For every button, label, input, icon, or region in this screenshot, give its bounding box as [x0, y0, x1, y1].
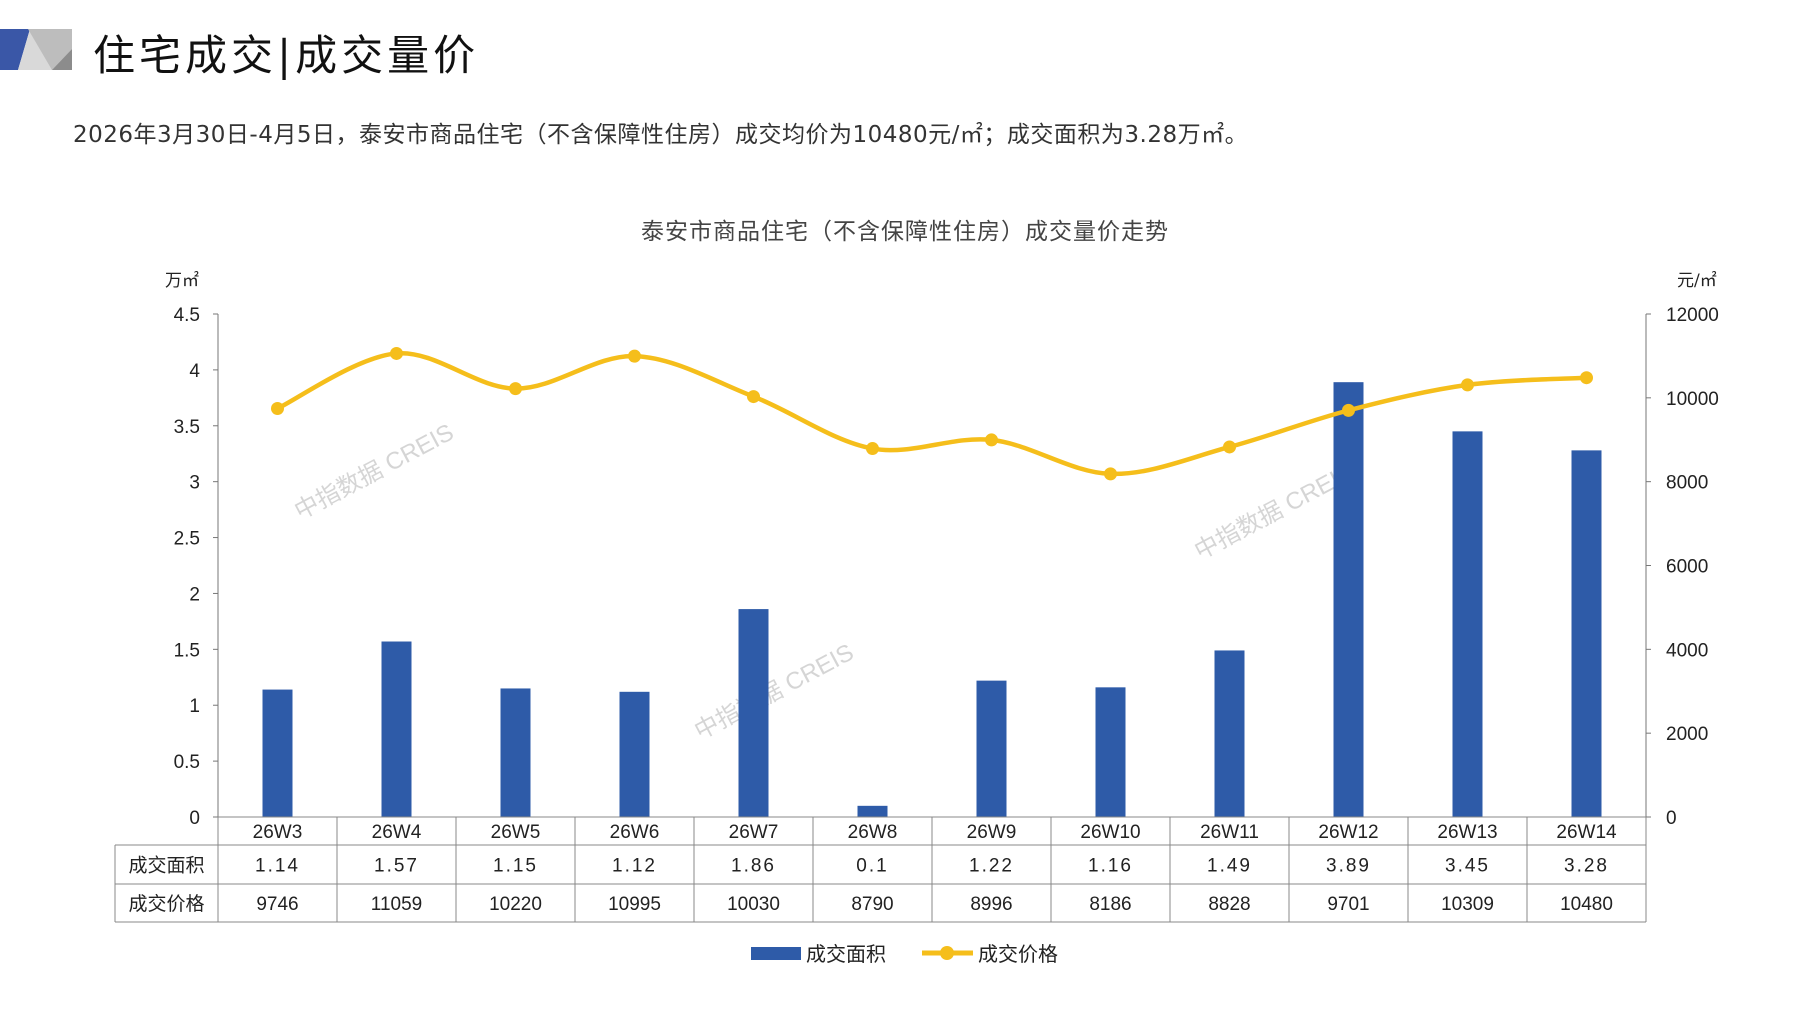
price-point-26W5: [509, 382, 522, 396]
legend-line-marker: [940, 946, 954, 960]
bar-26W4: [381, 641, 412, 817]
category-label: 26W10: [1080, 822, 1140, 843]
watermark: 中指数据 CREIS: [690, 639, 858, 745]
legend-bar-swatch: [751, 947, 801, 960]
category-label: 26W3: [253, 822, 303, 843]
price-point-26W10: [1104, 467, 1117, 481]
area-value: 1.22: [969, 856, 1014, 877]
legend-price-label: 成交价格: [978, 942, 1058, 966]
left-tick-label: 3: [189, 473, 200, 494]
right-tick-label: 4000: [1666, 640, 1708, 661]
bar-26W5: [500, 688, 531, 817]
page-title: 住宅成交|成交量价: [93, 31, 480, 80]
area-value: 1.16: [1088, 856, 1133, 877]
area-value: 0.1: [856, 856, 888, 877]
price-point-26W13: [1461, 378, 1474, 392]
area-value: 3.45: [1445, 856, 1490, 877]
right-tick-label: 0: [1666, 808, 1677, 829]
row-header-price: 成交价格: [128, 893, 204, 915]
bar-26W3: [262, 689, 293, 817]
left-tick-label: 0.5: [174, 752, 200, 773]
right-tick-label: 12000: [1666, 305, 1719, 326]
category-label: 26W14: [1556, 822, 1617, 843]
right-tick-label: 10000: [1666, 389, 1719, 410]
bar-26W7: [738, 609, 769, 817]
left-tick-label: 2.5: [174, 529, 200, 550]
bar-26W10: [1095, 687, 1126, 817]
area-value: 1.14: [255, 856, 300, 877]
left-tick-label: 1.5: [174, 640, 200, 661]
category-label: 26W9: [967, 822, 1017, 843]
price-value: 10309: [1441, 894, 1494, 915]
price-value: 8996: [970, 894, 1012, 915]
right-tick-label: 8000: [1666, 473, 1708, 494]
area-value: 1.86: [731, 856, 776, 877]
bar-26W13: [1452, 431, 1483, 817]
price-point-26W6: [628, 349, 641, 363]
price-value: 10030: [727, 894, 780, 915]
price-point-26W8: [866, 442, 879, 456]
price-line: [276, 351, 1587, 477]
logo-icon: [0, 29, 72, 70]
category-label: 26W11: [1200, 822, 1259, 843]
category-label: 26W13: [1437, 822, 1497, 843]
category-label: 26W8: [848, 822, 898, 843]
bar-26W14: [1571, 450, 1602, 817]
price-point-26W9: [985, 433, 998, 447]
area-value: 1.12: [612, 856, 657, 877]
bar-26W9: [976, 680, 1007, 817]
left-tick-label: 2: [189, 584, 200, 605]
bar-26W12: [1333, 382, 1364, 817]
left-tick-label: 0: [189, 808, 200, 829]
left-axis-unit: 万㎡: [165, 271, 199, 291]
left-tick-label: 1: [189, 696, 200, 717]
left-tick-label: 4.5: [174, 305, 200, 326]
price-point-26W3: [271, 401, 284, 415]
right-tick-label: 6000: [1666, 557, 1708, 578]
summary-text: 2026年3月30日-4月5日，泰安市商品住宅（不含保障性住房）成交均价为104…: [73, 122, 1249, 148]
left-tick-label: 3.5: [174, 417, 200, 438]
price-value: 8790: [851, 894, 893, 915]
category-label: 26W12: [1318, 822, 1378, 843]
watermark: 中指数据 CREIS: [290, 419, 458, 525]
right-axis-unit: 元/㎡: [1677, 271, 1717, 291]
bar-26W8: [857, 805, 888, 817]
chart-title: 泰安市商品住宅（不含保障性住房）成交量价走势: [641, 219, 1169, 245]
price-value: 10220: [489, 894, 542, 915]
watermark: 中指数据 CREIS: [1190, 459, 1358, 565]
category-label: 26W5: [491, 822, 541, 843]
price-value: 11059: [371, 894, 422, 915]
price-point-26W7: [747, 390, 760, 404]
price-value: 10480: [1560, 894, 1613, 915]
category-label: 26W4: [372, 822, 422, 843]
price-point-26W11: [1223, 440, 1236, 454]
category-label: 26W6: [610, 822, 660, 843]
price-value: 9701: [1327, 894, 1369, 915]
area-value: 1.15: [493, 856, 538, 877]
area-value: 1.57: [374, 856, 419, 877]
area-value: 3.89: [1326, 856, 1371, 877]
area-value: 1.49: [1207, 856, 1252, 877]
price-point-26W14: [1580, 371, 1593, 385]
legend-area-label: 成交面积: [806, 942, 886, 966]
bar-26W6: [619, 691, 650, 817]
price-value: 8828: [1208, 894, 1250, 915]
price-value: 9746: [256, 894, 298, 915]
price-value: 8186: [1089, 894, 1131, 915]
price-value: 10995: [608, 894, 661, 915]
price-point-26W12: [1342, 403, 1355, 417]
category-label: 26W7: [729, 822, 779, 843]
row-header-area: 成交面积: [128, 855, 204, 877]
price-point-26W4: [390, 346, 403, 360]
right-tick-label: 2000: [1666, 724, 1708, 745]
bar-26W11: [1214, 650, 1245, 817]
area-value: 3.28: [1564, 856, 1609, 877]
left-tick-label: 4: [189, 361, 200, 382]
